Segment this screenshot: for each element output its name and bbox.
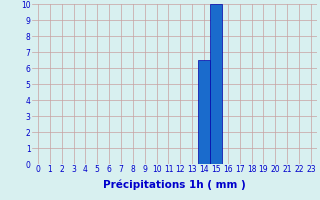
- Bar: [198, 60, 210, 164]
- X-axis label: Précipitations 1h ( mm ): Précipitations 1h ( mm ): [103, 180, 246, 190]
- Bar: [210, 4, 222, 164]
